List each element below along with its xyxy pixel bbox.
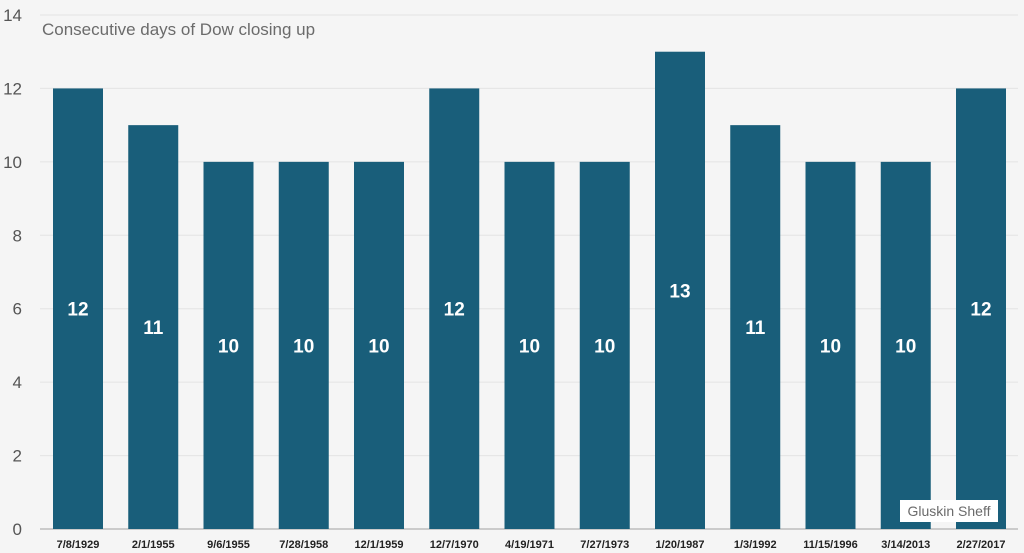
x-tick-label: 7/28/1958: [279, 539, 328, 551]
bars: [53, 51, 1006, 530]
x-tick-label: 1/20/1987: [656, 539, 705, 551]
source-credit: Gluskin Sheff: [900, 500, 998, 522]
x-tick-label: 2/27/2017: [957, 539, 1006, 551]
bar: [579, 161, 630, 529]
y-axis-ticks: 0 2 4 6 8 10 12 14: [3, 6, 22, 539]
bar: [278, 161, 329, 529]
x-tick-label: 7/8/1929: [57, 539, 100, 551]
y-tick-label: 0: [13, 520, 22, 539]
chart-title: Consecutive days of Dow closing up: [42, 20, 315, 39]
y-tick-label: 12: [3, 79, 22, 98]
bar-value-label: 10: [895, 336, 916, 357]
y-tick-label: 14: [3, 6, 22, 25]
bar: [805, 161, 856, 529]
bar-value-label: 10: [820, 336, 841, 357]
y-tick-label: 6: [13, 300, 22, 319]
bar: [203, 161, 254, 529]
x-tick-label: 4/19/1971: [505, 539, 554, 551]
bar: [53, 88, 103, 529]
bar: [429, 88, 480, 529]
bar-value-label: 11: [745, 318, 766, 339]
bar-value-label: 12: [67, 300, 88, 321]
data-labels: 12 11 10 10 10 12 10 10 13 11 10 10 12: [67, 281, 991, 357]
x-axis-ticks: 7/8/1929 2/1/1955 9/6/1955 7/28/1958 12/1/19…: [57, 539, 1006, 551]
bar-value-label: 10: [293, 336, 314, 357]
bar: [128, 125, 179, 530]
source-credit-background: [900, 500, 998, 522]
x-tick-label: 3/14/2013: [881, 539, 930, 551]
y-tick-label: 8: [13, 226, 22, 245]
bar: [880, 161, 931, 529]
bar-value-label: 10: [218, 336, 239, 357]
bar-value-label: 10: [368, 336, 389, 357]
bar-value-label: 10: [519, 336, 540, 357]
bar-value-label: 12: [970, 300, 991, 321]
bar-value-label: 13: [669, 281, 690, 302]
bar: [354, 161, 404, 529]
bar-value-label: 10: [594, 336, 615, 357]
bar-value-label: 11: [143, 318, 164, 339]
x-tick-label: 7/27/1973: [580, 539, 629, 551]
x-tick-label: 9/6/1955: [207, 539, 250, 551]
x-tick-label: 1/3/1992: [734, 539, 777, 551]
x-tick-label: 12/1/1959: [355, 539, 404, 551]
y-tick-label: 4: [13, 373, 22, 392]
x-tick-label: 11/15/1996: [803, 539, 857, 551]
bar: [655, 51, 705, 529]
bar-value-label: 12: [444, 300, 465, 321]
bar: [956, 88, 1006, 529]
bar: [730, 125, 781, 530]
bar: [504, 161, 555, 529]
x-tick-label: 2/1/1955: [132, 539, 175, 551]
source-credit-text: Gluskin Sheff: [907, 503, 990, 519]
x-tick-label: 12/7/1970: [430, 539, 479, 551]
y-tick-label: 10: [3, 153, 22, 172]
y-tick-label: 2: [13, 447, 22, 466]
